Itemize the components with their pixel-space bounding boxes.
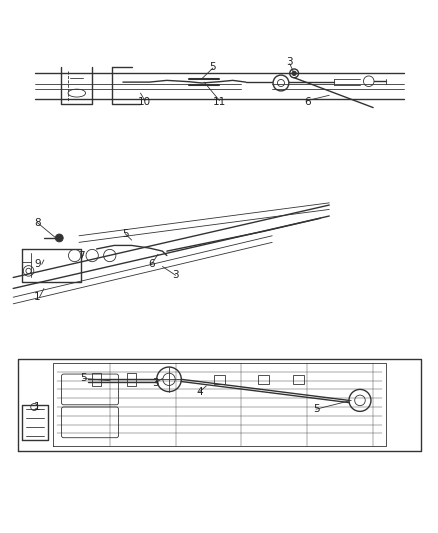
- Text: 5: 5: [80, 374, 87, 383]
- Text: 5: 5: [121, 229, 128, 239]
- Text: 11: 11: [212, 97, 226, 107]
- Text: 3: 3: [152, 378, 159, 388]
- Text: 1: 1: [34, 402, 41, 412]
- Text: 3: 3: [172, 270, 179, 280]
- Bar: [92, 373, 101, 386]
- Bar: [293, 375, 303, 384]
- Text: 9: 9: [34, 260, 41, 269]
- Text: 10: 10: [138, 97, 151, 107]
- Text: 5: 5: [209, 62, 216, 72]
- Text: 6: 6: [148, 260, 155, 269]
- Circle shape: [55, 234, 63, 242]
- Bar: [214, 375, 224, 384]
- Bar: [258, 375, 268, 384]
- Text: 8: 8: [34, 217, 41, 228]
- Text: 5: 5: [312, 404, 319, 414]
- Text: 3: 3: [286, 58, 293, 67]
- Circle shape: [291, 71, 296, 76]
- Text: 7: 7: [78, 251, 85, 261]
- Bar: [127, 373, 136, 386]
- Text: 4: 4: [196, 386, 203, 397]
- Text: 6: 6: [303, 97, 310, 107]
- Text: 1: 1: [34, 292, 41, 302]
